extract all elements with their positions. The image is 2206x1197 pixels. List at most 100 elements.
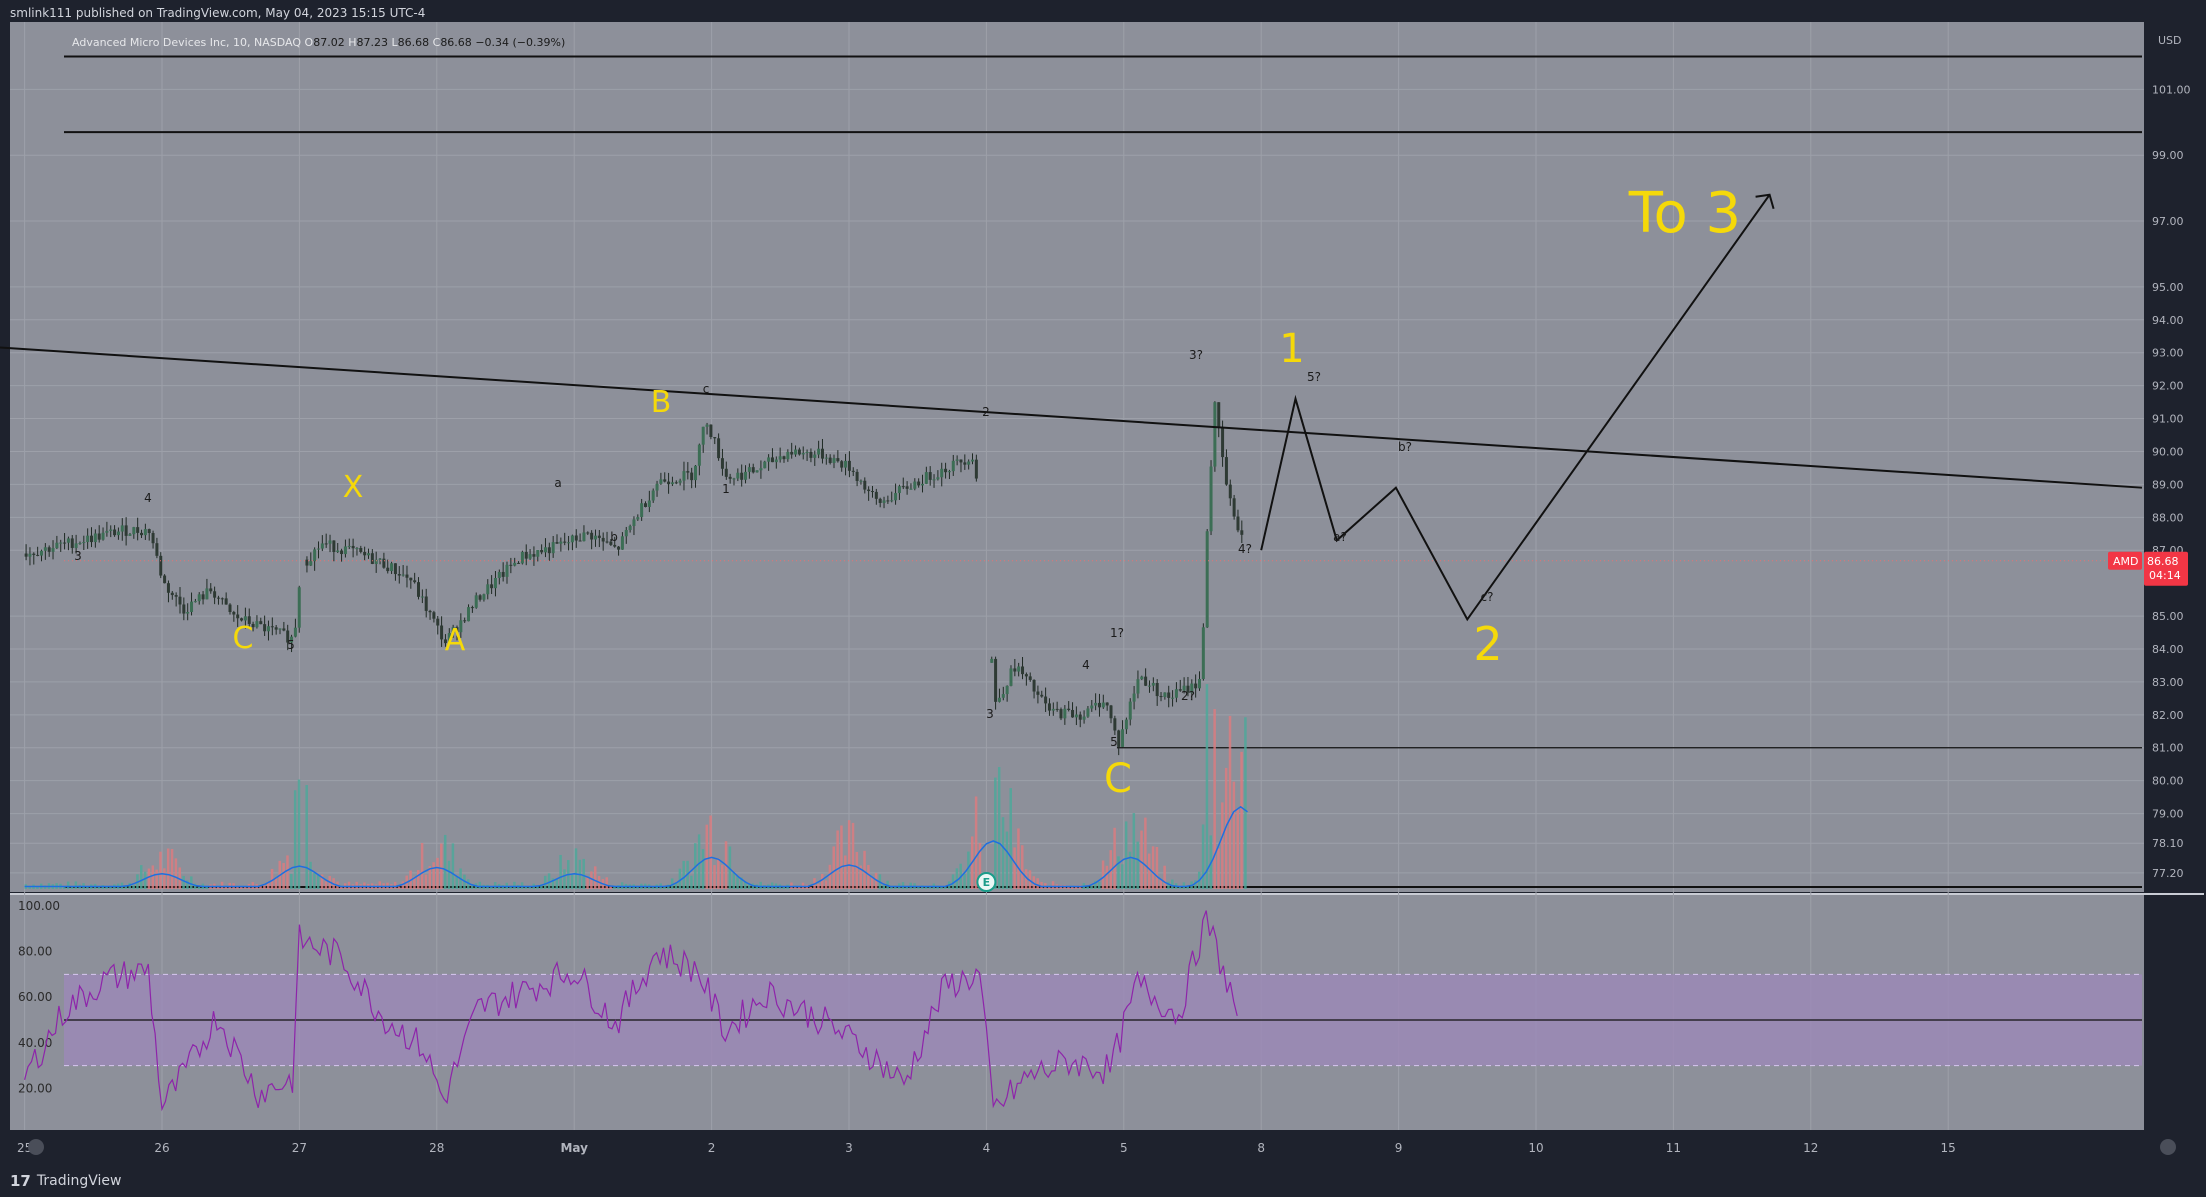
volume-bar xyxy=(836,830,839,889)
volume-bar xyxy=(455,876,458,889)
volume-bar xyxy=(1067,885,1070,889)
price-axis-tick: 84.00 xyxy=(2152,643,2184,656)
candle xyxy=(736,472,740,479)
volume-bar xyxy=(540,884,543,889)
volume-bar xyxy=(759,881,762,889)
candle xyxy=(105,530,109,533)
volume-bar xyxy=(824,880,828,889)
price-badge xyxy=(2144,551,2188,586)
candle xyxy=(101,532,105,540)
volume-bar xyxy=(443,834,447,889)
volume-bar xyxy=(143,871,147,889)
volume-bar xyxy=(551,878,555,889)
volume-bar xyxy=(555,879,559,889)
candle xyxy=(936,477,940,480)
candle xyxy=(209,588,213,592)
candle xyxy=(347,545,351,547)
candle xyxy=(1144,676,1148,686)
volume-bar xyxy=(401,881,405,889)
symbol-legend[interactable]: Advanced Micro Devices Inc, 10, NASDAQ O… xyxy=(72,36,565,49)
volume-bar xyxy=(451,843,455,889)
volume-bar xyxy=(524,886,528,889)
candle xyxy=(682,471,686,481)
volume-bar xyxy=(347,881,351,889)
candle xyxy=(928,472,932,480)
candle xyxy=(1032,679,1036,692)
earnings-icon[interactable] xyxy=(976,872,997,892)
candle xyxy=(971,459,975,462)
candle xyxy=(290,636,294,643)
candle xyxy=(947,471,951,473)
candle xyxy=(897,486,901,494)
wave-label: 4 xyxy=(1082,658,1090,672)
candle xyxy=(1082,716,1086,720)
candle xyxy=(613,544,617,547)
wave-label: a xyxy=(554,476,561,490)
candle xyxy=(1051,708,1055,711)
volume-bar xyxy=(440,843,443,889)
price-pane[interactable] xyxy=(10,22,2144,892)
candle xyxy=(463,620,467,622)
volume-bar xyxy=(528,886,532,889)
wave-label: 3? xyxy=(1189,348,1203,362)
candle xyxy=(974,459,978,479)
candle xyxy=(551,542,555,554)
date-axis-tick: 3 xyxy=(845,1141,853,1155)
scroll-left-icon[interactable] xyxy=(28,1139,44,1155)
candle xyxy=(274,627,278,630)
candle xyxy=(763,461,767,469)
legend-part: L xyxy=(391,36,398,49)
wave-label: 3 xyxy=(986,707,994,721)
volume-bar xyxy=(794,885,797,889)
candle xyxy=(374,559,378,564)
candle xyxy=(870,491,874,493)
volume-bar xyxy=(901,882,905,889)
legend-part: O xyxy=(305,36,314,49)
candle xyxy=(324,543,328,545)
volume-bar xyxy=(1167,881,1170,889)
volume-bar xyxy=(1021,845,1024,889)
volume-bar xyxy=(1236,808,1239,889)
candle xyxy=(967,461,971,465)
candle xyxy=(755,470,759,473)
candle xyxy=(1205,531,1209,628)
candle xyxy=(1021,666,1025,675)
price-axis-tick: 77.20 xyxy=(2152,867,2184,880)
candle xyxy=(513,562,517,566)
candle xyxy=(747,467,751,472)
tradingview-logo[interactable]: 17 TradingView xyxy=(10,1172,121,1190)
candle xyxy=(744,471,748,480)
candle xyxy=(828,457,832,463)
volume-bar xyxy=(509,885,512,889)
candle xyxy=(813,454,817,458)
volume-bar xyxy=(936,885,939,889)
candle xyxy=(574,535,578,541)
candle xyxy=(413,580,417,583)
volume-bar xyxy=(667,884,670,889)
candle xyxy=(1209,466,1213,532)
volume-bar xyxy=(320,874,324,889)
candle xyxy=(378,558,382,560)
volume-bar xyxy=(1186,886,1189,889)
candle xyxy=(486,584,490,595)
trendline[interactable] xyxy=(0,343,2143,489)
projection-path[interactable] xyxy=(1260,194,1771,622)
candle xyxy=(113,529,117,536)
volume-bar xyxy=(674,883,678,889)
date-axis-tick: 27 xyxy=(292,1141,307,1155)
candle xyxy=(728,476,732,479)
tradingview-mark-icon: 17 xyxy=(10,1172,31,1190)
candle xyxy=(709,424,713,438)
wave-label: C xyxy=(233,621,254,656)
candle xyxy=(859,480,863,482)
volume-bar xyxy=(1201,824,1205,889)
candle xyxy=(678,480,682,483)
candle xyxy=(140,532,144,536)
scroll-right-icon[interactable] xyxy=(2160,1139,2176,1155)
candle xyxy=(820,448,824,459)
candle xyxy=(1171,697,1175,699)
candle xyxy=(78,543,82,545)
wave-label: 3 xyxy=(74,549,82,563)
